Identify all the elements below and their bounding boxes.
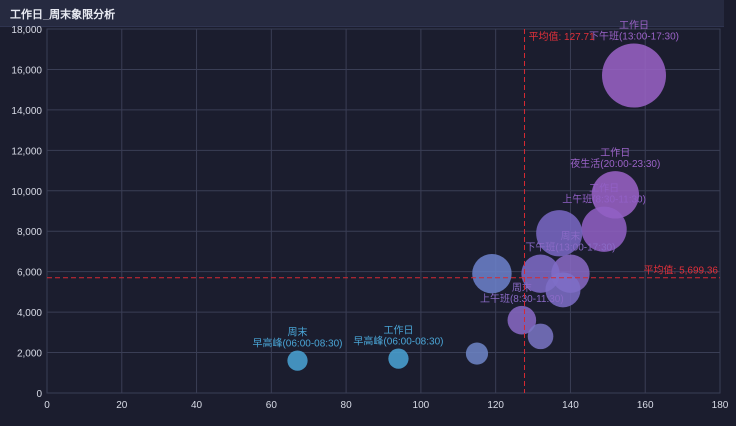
y-tick-label: 18,000	[11, 25, 42, 36]
bubble-label-daytype: 工作日	[589, 183, 619, 195]
x-tick-label: 120	[487, 400, 504, 411]
x-tick-label: 180	[712, 400, 729, 411]
bubble	[536, 210, 583, 257]
bubble-label-daytype: 周末	[560, 229, 580, 242]
bubble	[472, 253, 512, 294]
bubble	[465, 342, 489, 365]
bubble	[507, 305, 537, 335]
bubble	[287, 350, 308, 371]
y-tick-label: 4,000	[17, 308, 42, 319]
y-tick-label: 6,000	[17, 268, 42, 279]
bubble-label-period: 上午班(8:30-11:30)	[480, 292, 564, 305]
bubble	[527, 323, 554, 350]
bubble-label-period: 早高峰(06:00-08:30)	[353, 335, 443, 348]
bubble	[545, 272, 581, 308]
y-tick-label: 12,000	[11, 146, 42, 157]
y-tick-label: 8,000	[17, 227, 42, 238]
bubble-label-period: 上午班(8:30-11:30)	[562, 193, 646, 206]
x-tick-label: 0	[44, 400, 50, 411]
panel-title: 工作日_周末象限分析	[10, 9, 116, 21]
y-tick-label: 2,000	[17, 349, 42, 360]
x-tick-label: 100	[413, 400, 430, 411]
bubble	[388, 348, 409, 369]
x-tick-label: 160	[637, 400, 654, 411]
bubble-label-daytype: 工作日	[600, 147, 630, 159]
x-tick-label: 140	[562, 400, 579, 411]
x-tick-label: 60	[266, 400, 278, 411]
panel-header: 工作日_周末象限分析	[0, 0, 724, 27]
bubble-label-daytype: 工作日	[383, 325, 413, 337]
bubble-label-period: 下午班(13:00-17:30)	[525, 240, 615, 253]
y-tick-label: 0	[36, 389, 42, 400]
x-tick-label: 20	[116, 400, 128, 411]
bubble-label-period: 早高峰(06:00-08:30)	[252, 337, 342, 350]
x-tick-label: 80	[341, 400, 353, 411]
y-tick-label: 14,000	[11, 106, 42, 117]
bubble	[581, 206, 627, 252]
x-tick-label: 40	[191, 400, 203, 411]
y-tick-label: 16,000	[11, 65, 42, 76]
bubble-label-daytype: 工作日	[619, 20, 649, 32]
bubble-label-daytype: 周末	[288, 326, 308, 339]
bubble	[602, 43, 667, 108]
y-mean-label: 平均值: 5,699.36	[644, 264, 719, 277]
x-mean-label: 平均值: 127.71	[528, 30, 595, 43]
bubble-label-period: 下午班(13:00-17:30)	[589, 30, 679, 43]
bubble-label-daytype: 周末	[512, 281, 532, 294]
bubble-label-period: 夜生活(20:00-23:30)	[570, 157, 660, 170]
y-tick-label: 10,000	[11, 187, 42, 198]
